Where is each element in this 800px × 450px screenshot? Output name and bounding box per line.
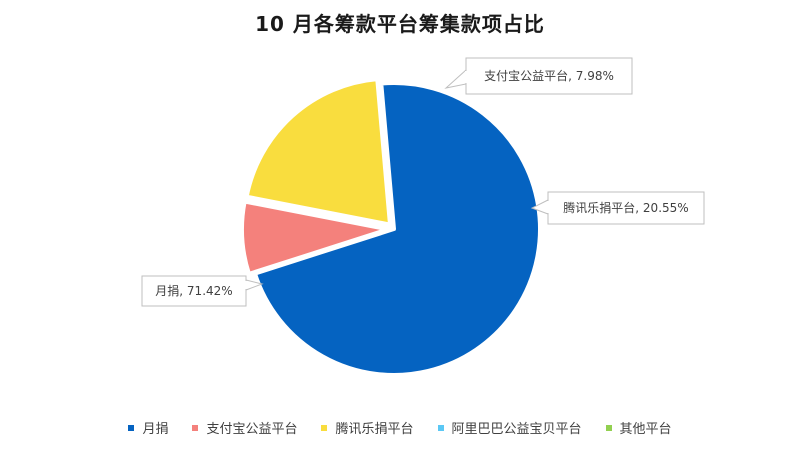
legend-item-other[interactable]: 其他平台 xyxy=(605,418,672,437)
legend-swatch-alipay xyxy=(192,424,199,431)
data-label-text: 月捐, 71.42% xyxy=(155,284,232,298)
legend-label: 支付宝公益平台 xyxy=(206,422,298,437)
legend-label: 腾讯乐捐平台 xyxy=(335,422,414,437)
pie-chart: 月捐, 71.42% 支付宝公益平台, 7.98% 腾讯乐捐平台, 20.55% xyxy=(141,57,705,377)
legend-item-yuejuan[interactable]: 月捐 xyxy=(128,418,168,437)
legend-label: 其他平台 xyxy=(619,422,672,437)
data-label-text: 支付宝公益平台, 7.98% xyxy=(484,68,614,83)
data-label-2: 腾讯乐捐平台, 20.55% xyxy=(530,191,705,225)
legend-swatch-tencent xyxy=(321,424,328,431)
pie-slice-1[interactable] xyxy=(240,199,391,276)
legend-item-alibaba[interactable]: 阿里巴巴公益宝贝平台 xyxy=(437,418,582,437)
pie-slices xyxy=(240,77,542,377)
data-label-text: 腾讯乐捐平台, 20.55% xyxy=(563,200,688,215)
legend-swatch-alibaba xyxy=(437,424,444,431)
legend-label: 月捐 xyxy=(142,422,169,437)
chart-title: 10 月各筹款平台筹集款项占比 xyxy=(255,12,545,36)
data-label-0: 月捐, 71.42% xyxy=(141,275,264,307)
legend-item-tencent[interactable]: 腾讯乐捐平台 xyxy=(321,418,414,437)
legend: 月捐 支付宝公益平台 腾讯乐捐平台 阿里巴巴公益宝贝平台 其他平台 xyxy=(0,418,800,437)
pie-callouts: 月捐, 71.42% 支付宝公益平台, 7.98% 腾讯乐捐平台, 20.55% xyxy=(141,57,705,307)
callout-box xyxy=(141,275,247,307)
pie-slice-0[interactable] xyxy=(252,81,542,377)
data-label-1: 支付宝公益平台, 7.98% xyxy=(444,57,633,95)
legend-item-alipay[interactable]: 支付宝公益平台 xyxy=(192,418,297,437)
legend-swatch-yuejuan xyxy=(128,424,135,431)
legend-swatch-other xyxy=(605,424,612,431)
callout-box xyxy=(547,191,705,225)
legend-label: 阿里巴巴公益宝贝平台 xyxy=(451,422,582,437)
pie-slice-2[interactable] xyxy=(244,77,392,227)
callout-pointer xyxy=(444,68,467,89)
